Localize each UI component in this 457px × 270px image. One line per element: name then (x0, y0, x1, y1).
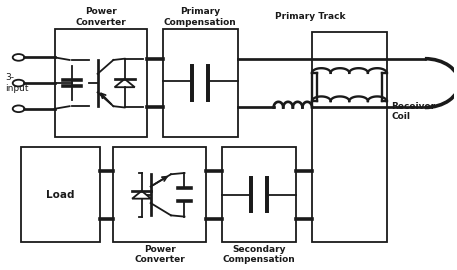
Bar (113, 147, 206, 242)
Text: Receiver
Coil: Receiver Coil (391, 102, 435, 122)
Text: Power
Converter: Power Converter (75, 7, 126, 26)
Polygon shape (132, 191, 151, 199)
Bar (222, 147, 296, 242)
Bar (312, 32, 387, 242)
Text: 3-
input: 3- input (5, 73, 28, 93)
Polygon shape (115, 79, 135, 87)
Text: Primary
Compensation: Primary Compensation (164, 7, 237, 26)
Text: Power
Converter: Power Converter (134, 245, 185, 264)
Bar (163, 29, 238, 137)
Text: Primary Track: Primary Track (275, 12, 345, 21)
Text: Secondary
Compensation: Secondary Compensation (223, 245, 295, 264)
Bar (55, 29, 147, 137)
Text: Load: Load (46, 190, 74, 200)
Bar (21, 147, 100, 242)
